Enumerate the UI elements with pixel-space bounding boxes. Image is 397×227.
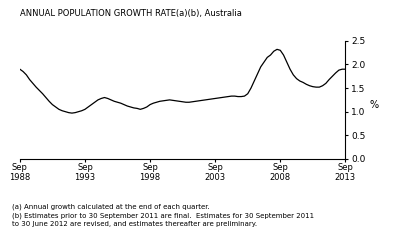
Text: ANNUAL POPULATION GROWTH RATE(a)(b), Australia: ANNUAL POPULATION GROWTH RATE(a)(b), Aus… [20, 9, 242, 18]
Text: (a) Annual growth calculated at the end of each quarter.
(b) Estimates prior to : (a) Annual growth calculated at the end … [12, 204, 314, 227]
Y-axis label: %: % [369, 100, 378, 110]
